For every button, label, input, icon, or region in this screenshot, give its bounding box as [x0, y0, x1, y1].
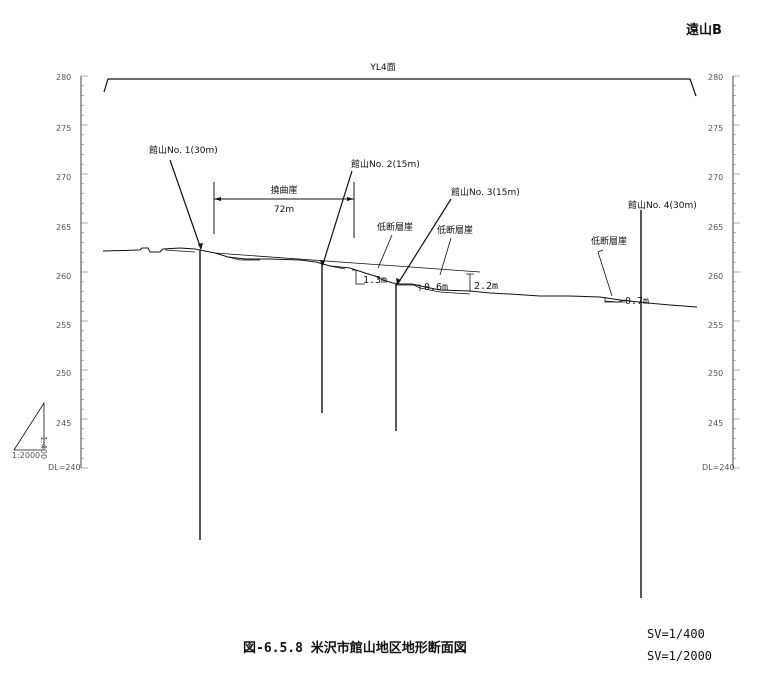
surface-bracket: [103, 78, 697, 97]
offset-label: 0.7m: [625, 296, 649, 307]
datum-label: DL=240: [702, 463, 735, 472]
borehole-1-label: 館山No. 1(30m): [149, 144, 218, 156]
right-elevation-axis: 280 275 270 265 260 255 250 245 DL=240: [702, 73, 740, 472]
terrain-detail: [164, 249, 626, 303]
tick-label: 280: [708, 73, 723, 82]
tick-label: 280: [56, 73, 71, 82]
scale-note: SV=1/400: [647, 627, 705, 641]
borehole-3-label: 館山No. 3(15m): [451, 186, 520, 198]
scarp-label: 低断層崖: [591, 235, 627, 247]
scarp-3: 低断層崖 0.7m: [591, 235, 649, 307]
borehole-4: 館山No. 4(30m): [628, 199, 697, 598]
upper-surface-line: [214, 252, 481, 273]
flexure-label: 撓曲崖: [270, 184, 297, 196]
tick-label: 255: [708, 321, 723, 330]
scale-triangle: 1:400 1:2000: [12, 401, 48, 460]
scarp-2: 低断層崖 0.6m: [396, 224, 473, 293]
datum-label: DL=240: [48, 463, 81, 472]
tick-label: 265: [708, 223, 723, 232]
tick-label: 270: [56, 173, 71, 182]
tick-label: 250: [708, 369, 723, 378]
surface-label: YL4面: [369, 62, 395, 73]
tick-label: 260: [56, 272, 71, 281]
offset-label: 1.3m: [363, 275, 387, 286]
borehole-2-label: 館山No. 2(15m): [351, 158, 420, 170]
tick-label: 255: [56, 321, 71, 330]
borehole-1: 館山No. 1(30m): [149, 144, 218, 540]
scarp-1: 低断層崖 1.3m: [352, 221, 413, 286]
scarp-label: 低断層崖: [377, 221, 413, 233]
tick-label: 245: [56, 419, 71, 428]
tick-label: 270: [708, 173, 723, 182]
tick-label: 245: [708, 419, 723, 428]
borehole-3: 館山No. 3(15m): [395, 186, 520, 431]
terrain-profile: [102, 247, 698, 308]
offset-dimension: 2.2m: [466, 273, 498, 292]
tick-label: 260: [708, 272, 723, 281]
borehole-2: 館山No. 2(15m): [320, 158, 420, 413]
tick-label: 275: [56, 124, 71, 133]
borehole-4-label: 館山No. 4(30m): [628, 199, 697, 211]
flexure-dimension: 撓曲崖 72m: [213, 182, 355, 238]
left-elevation-axis: 280 275 270 265 260 255 250 245 DL=240: [48, 73, 88, 472]
flexure-width: 72m: [274, 205, 294, 215]
scale-note: SV=1/2000: [647, 649, 712, 663]
scarp-label: 低断層崖: [437, 224, 473, 236]
tick-label: 250: [56, 369, 71, 378]
offset-label: 2.2m: [474, 281, 498, 292]
tick-label: 265: [56, 223, 71, 232]
vertical-scale-label: 1:400: [39, 436, 48, 459]
page-label: 遠山B: [686, 22, 722, 38]
horizontal-scale-label: 1:2000: [12, 451, 40, 460]
offset-label: 0.6m: [424, 282, 448, 293]
tick-label: 275: [708, 124, 723, 133]
figure-title: 図-6.5.8 米沢市館山地区地形断面図: [243, 640, 467, 656]
